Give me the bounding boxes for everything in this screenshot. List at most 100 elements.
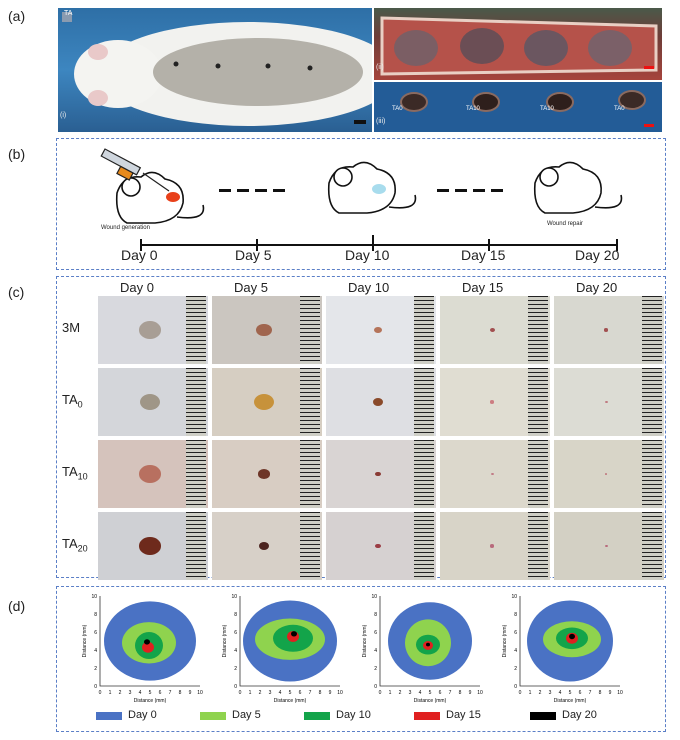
sublabel-ii: (ii) bbox=[376, 64, 384, 71]
sample-label-2: TA10 bbox=[466, 106, 480, 112]
wound-spot bbox=[490, 544, 494, 548]
trace-chart-ta10: 00 1 2 2 3 4 4 5 6 6 7 8 8 9 10 10 Distance (mm) Distance… bbox=[362, 594, 483, 704]
x-tick-label: 2 bbox=[539, 690, 542, 696]
y-tick-label: 4 bbox=[234, 648, 237, 654]
y-tick-label: 2 bbox=[94, 666, 97, 672]
legend-swatch-day10 bbox=[304, 712, 330, 720]
x-tick-label: 4 bbox=[419, 690, 422, 696]
x-axis-label: Distance (mm) bbox=[134, 698, 167, 704]
axes bbox=[379, 596, 480, 687]
region-day20 bbox=[569, 633, 575, 640]
x-tick-label: 1 bbox=[109, 690, 112, 696]
wound-spot bbox=[374, 326, 382, 334]
wound-photo bbox=[212, 296, 322, 364]
mouse-day10-icon bbox=[327, 161, 417, 214]
y-tick-label: 4 bbox=[374, 648, 377, 654]
y-axis-label: Distance (mm) bbox=[82, 624, 88, 657]
ruler bbox=[300, 368, 320, 436]
x-tick-label: 0 bbox=[519, 690, 522, 696]
y-tick-label: 2 bbox=[514, 666, 517, 672]
wound-photo bbox=[98, 368, 208, 436]
ruler bbox=[642, 440, 662, 508]
panel-d-frame bbox=[56, 586, 666, 732]
y-tick-label: 0 bbox=[94, 684, 97, 690]
wound-spot bbox=[258, 469, 270, 479]
x-tick-label: 2 bbox=[119, 690, 122, 696]
timeline-day0: Day 0 bbox=[121, 247, 158, 263]
wound-photo bbox=[440, 296, 550, 364]
trace-chart-ta20: 00 1 2 2 3 4 4 5 6 6 7 8 8 9 10 10 Distance (mm) Distance… bbox=[502, 594, 623, 704]
trace-chart-3m: 00 1 2 2 3 4 4 5 6 6 7 8 8 9 10 10 Distance (mm) Distance… bbox=[82, 594, 203, 704]
ruler bbox=[414, 440, 434, 508]
timeline-day20: Day 20 bbox=[575, 247, 620, 263]
y-tick-label: 4 bbox=[514, 648, 517, 654]
wound-photo bbox=[98, 296, 208, 364]
column-header-day15: Day 15 bbox=[462, 280, 504, 295]
row-label-ta20: TA20 bbox=[62, 536, 88, 554]
mouse-day0-icon bbox=[115, 171, 205, 224]
x-tick-label: 1 bbox=[389, 690, 392, 696]
sample-label-3: TA10 bbox=[540, 106, 554, 112]
wound-spot bbox=[605, 473, 607, 475]
y-tick-label: 4 bbox=[94, 648, 97, 654]
region-day15 bbox=[142, 641, 154, 653]
x-tick-label: 7 bbox=[449, 690, 452, 696]
x-tick-label: 10 bbox=[477, 690, 483, 696]
x-tick-label: 5 bbox=[289, 690, 292, 696]
row-label-ta0: TA0 bbox=[62, 392, 83, 410]
y-tick-label: 2 bbox=[374, 666, 377, 672]
timeline-axis bbox=[140, 235, 618, 251]
x-tick-label: 10 bbox=[197, 690, 203, 696]
ruler bbox=[414, 512, 434, 580]
y-tick-label: 10 bbox=[511, 594, 517, 600]
timeline-day10: Day 10 bbox=[345, 247, 390, 263]
y-tick-label: 8 bbox=[234, 612, 237, 618]
y-tick-label: 0 bbox=[374, 684, 377, 690]
tissue-samples-photo bbox=[374, 82, 662, 132]
ruler bbox=[642, 296, 662, 364]
wound-spot bbox=[254, 394, 274, 410]
wound-spot bbox=[259, 542, 269, 550]
y-tick-label: 6 bbox=[234, 630, 237, 636]
skin-strip-illustration bbox=[380, 16, 658, 76]
wound-photo bbox=[98, 512, 208, 580]
column-header-day20: Day 20 bbox=[576, 280, 618, 295]
x-axis-label: Distance (mm) bbox=[554, 698, 587, 704]
y-tick-label: 8 bbox=[514, 612, 517, 618]
wound-spot bbox=[604, 544, 608, 548]
x-tick-label: 8 bbox=[179, 690, 182, 696]
timeline-day15: Day 15 bbox=[461, 247, 506, 263]
legend-swatch-day0 bbox=[96, 712, 122, 720]
ruler bbox=[186, 296, 206, 364]
x-tick-label: 0 bbox=[239, 690, 242, 696]
ruler bbox=[528, 368, 548, 436]
sublabel-i: (i) bbox=[60, 112, 67, 119]
x-tick-label: 10 bbox=[617, 690, 623, 696]
y-tick-label: 0 bbox=[234, 684, 237, 690]
ruler bbox=[414, 296, 434, 364]
x-tick-label: 0 bbox=[379, 690, 382, 696]
wound-photo bbox=[440, 512, 550, 580]
y-tick-label: 10 bbox=[91, 594, 97, 600]
x-tick-label: 7 bbox=[589, 690, 592, 696]
x-tick-label: 4 bbox=[139, 690, 142, 696]
sample-label-1: TA0 bbox=[392, 106, 403, 112]
axes bbox=[519, 596, 620, 687]
ruler bbox=[300, 440, 320, 508]
x-tick-label: 6 bbox=[579, 690, 582, 696]
panel-label-c: (c) bbox=[8, 284, 25, 300]
legend-label-day0: Day 0 bbox=[128, 709, 157, 721]
syringe-icon bbox=[100, 148, 170, 192]
wound-photo bbox=[326, 512, 436, 580]
x-tick-label: 3 bbox=[409, 690, 412, 696]
wound-spot bbox=[375, 471, 381, 477]
legend-label-day20: Day 20 bbox=[562, 709, 597, 721]
y-tick-label: 8 bbox=[374, 612, 377, 618]
ruler bbox=[300, 512, 320, 580]
ruler bbox=[414, 368, 434, 436]
column-header-day5: Day 5 bbox=[234, 280, 268, 295]
y-tick-label: 2 bbox=[234, 666, 237, 672]
wound-spot bbox=[489, 328, 495, 332]
wound-spot bbox=[375, 543, 381, 549]
wound-spot bbox=[139, 537, 161, 555]
